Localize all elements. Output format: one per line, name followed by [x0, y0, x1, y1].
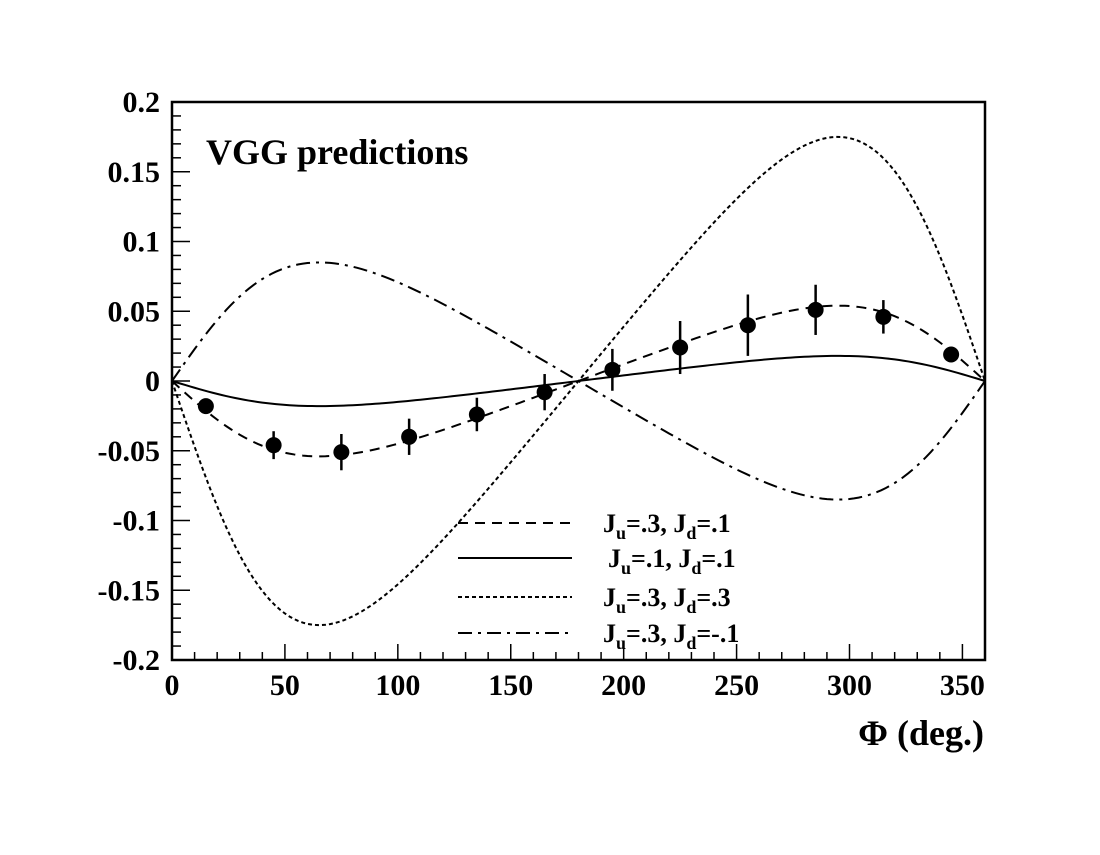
ticks-layer [171, 101, 986, 661]
data-point [943, 346, 960, 363]
tick-labels-layer: 0 50 100 150 200 250 300 350 0.2 0.15 0.1 0.05 0 -0.0… [98, 86, 985, 702]
data-points-layer [197, 284, 960, 471]
x-tick-label: 0 [165, 669, 180, 702]
data-point [536, 384, 553, 401]
legend-label-3: Ju=.3, Jd=-.1 [603, 619, 739, 653]
y-tick-label: -0.1 [113, 505, 161, 538]
series-line-3 [171, 261, 986, 501]
y-tick-label: 0.15 [108, 156, 161, 189]
y-tick-label: 0.05 [108, 295, 161, 328]
y-tick-label: -0.15 [98, 574, 161, 607]
x-tick-label: 50 [270, 669, 300, 702]
data-point [739, 317, 756, 334]
data-point [875, 308, 892, 325]
y-tick-label: 0 [145, 365, 160, 398]
x-tick-label: 150 [488, 669, 533, 702]
x-tick-label: 100 [375, 669, 420, 702]
x-tick-label: 350 [940, 669, 985, 702]
data-point [197, 398, 214, 415]
x-tick-label: 300 [827, 669, 872, 702]
y-tick-label: -0.2 [113, 644, 161, 677]
x-axis-label: Φ (deg.) [858, 713, 984, 753]
x-tick-label: 200 [601, 669, 646, 702]
y-tick-label: 0.1 [123, 226, 161, 259]
data-point [401, 428, 418, 445]
data-point [604, 361, 621, 378]
data-point [807, 301, 824, 318]
data-point [468, 406, 485, 423]
series-line-0 [171, 304, 986, 458]
legend-label-1: Ju=.1, Jd=.1 [608, 544, 736, 578]
data-point [265, 437, 282, 454]
y-tick-label: -0.05 [98, 435, 161, 468]
x-tick-label: 250 [714, 669, 759, 702]
data-point [333, 444, 350, 461]
legend-label-2: Ju=.3, Jd=.3 [603, 583, 731, 617]
y-tick-label: 0.2 [123, 86, 161, 119]
curves-layer [171, 135, 986, 627]
data-point [672, 339, 689, 356]
legend: Ju=.3, Jd=.1Ju=.1, Jd=.1 Ju=.3, Jd=.3Ju=.… [458, 509, 739, 653]
chart-title: VGG predictions [206, 132, 468, 172]
legend-label-0: Ju=.3, Jd=.1 [603, 509, 731, 543]
